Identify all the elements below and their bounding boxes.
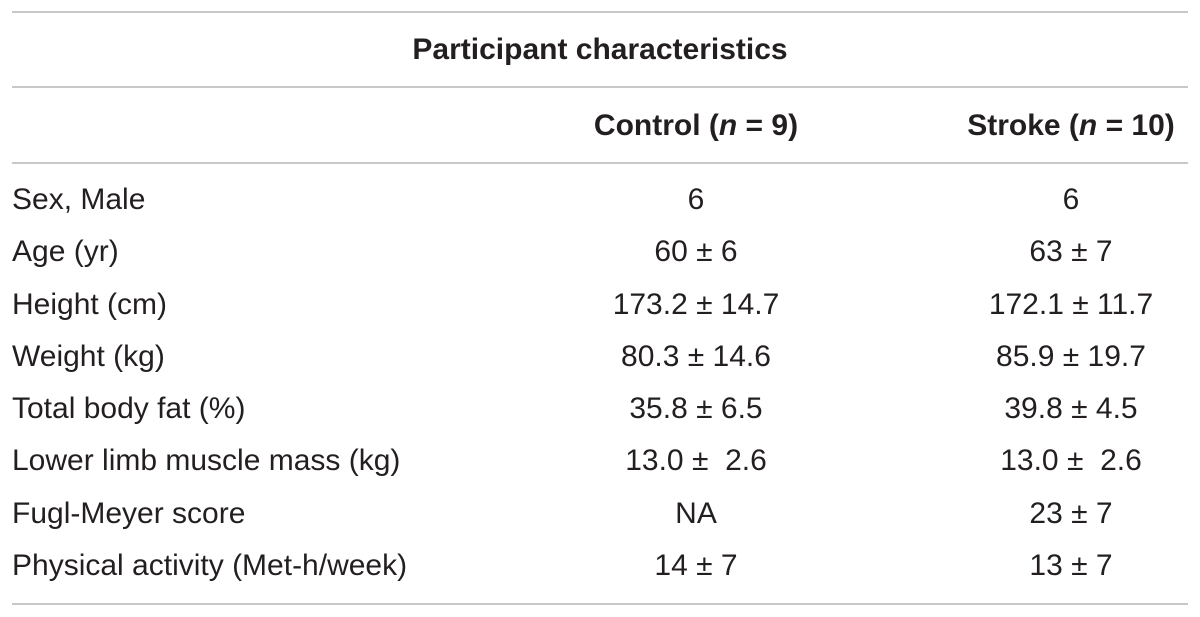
table-row: Lower limb muscle mass (kg) 13.0 ± 2.6 1… xyxy=(0,435,1200,487)
row-label: Age (yr) xyxy=(12,235,119,269)
control-value: 13.0 ± 2.6 xyxy=(625,444,767,478)
table-row: Physical activity (Met-h/week) 14 ± 7 13… xyxy=(0,540,1200,592)
n-value: = 9) xyxy=(737,109,799,142)
control-value: 6 xyxy=(687,183,705,216)
control-value: 14 ± 7 xyxy=(654,549,738,583)
table-title: Participant characteristics xyxy=(412,33,788,66)
table-row: Age (yr) 60 ± 6 63 ± 7 xyxy=(0,226,1200,278)
table-row: Total body fat (%) 35.8 ± 6.5 39.8 ± 4.5 xyxy=(0,383,1200,435)
bottom-rule xyxy=(12,603,1188,605)
control-value: 35.8 ± 6.5 xyxy=(629,392,763,426)
row-label: Total body fat (%) xyxy=(12,392,246,426)
column-header-stroke: Stroke (n = 10) xyxy=(921,106,1200,146)
table-row: Weight (kg) 80.3 ± 14.6 85.9 ± 19.7 xyxy=(0,331,1200,383)
stroke-value: 13.0 ± 2.6 xyxy=(1000,444,1142,478)
stroke-value: 23 ± 7 xyxy=(1029,496,1113,530)
column-header-label: Stroke ( xyxy=(967,109,1079,142)
stroke-value: 39.8 ± 4.5 xyxy=(1004,392,1138,426)
table-row: Fugl-Meyer score NA 23 ± 7 xyxy=(0,488,1200,540)
table-body: Sex, Male 6 6 Age (yr) 60 ± 6 63 ± 7 Hei… xyxy=(0,174,1200,592)
table-row: Height (cm) 173.2 ± 14.7 172.1 ± 11.7 xyxy=(0,279,1200,331)
row-label: Sex, Male xyxy=(12,183,146,216)
header-rule xyxy=(12,162,1188,164)
control-value: 173.2 ± 14.7 xyxy=(612,287,780,321)
row-label: Fugl-Meyer score xyxy=(12,496,246,530)
column-header-control: Control (n = 9) xyxy=(546,106,846,146)
top-rule xyxy=(12,11,1188,13)
row-label: Height (cm) xyxy=(12,287,168,321)
n-value: = 10) xyxy=(1097,109,1175,142)
n-symbol: n xyxy=(1078,109,1098,142)
control-value: NA xyxy=(675,496,717,530)
stroke-value: 172.1 ± 11.7 xyxy=(988,287,1154,321)
table-row: Sex, Male 6 6 xyxy=(0,174,1200,226)
stroke-value: 6 xyxy=(1062,183,1080,216)
row-label: Physical activity (Met-h/week) xyxy=(12,549,408,583)
row-label: Lower limb muscle mass (kg) xyxy=(12,444,401,478)
stroke-value: 85.9 ± 19.7 xyxy=(996,339,1146,373)
row-label: Weight (kg) xyxy=(12,339,165,373)
control-value: 60 ± 6 xyxy=(654,235,738,269)
title-rule xyxy=(12,86,1188,88)
control-value: 80.3 ± 14.6 xyxy=(621,339,771,373)
stroke-value: 13 ± 7 xyxy=(1029,549,1113,583)
stroke-value: 63 ± 7 xyxy=(1029,235,1113,269)
n-symbol: n xyxy=(718,109,738,142)
column-header-label: Control ( xyxy=(593,109,719,142)
